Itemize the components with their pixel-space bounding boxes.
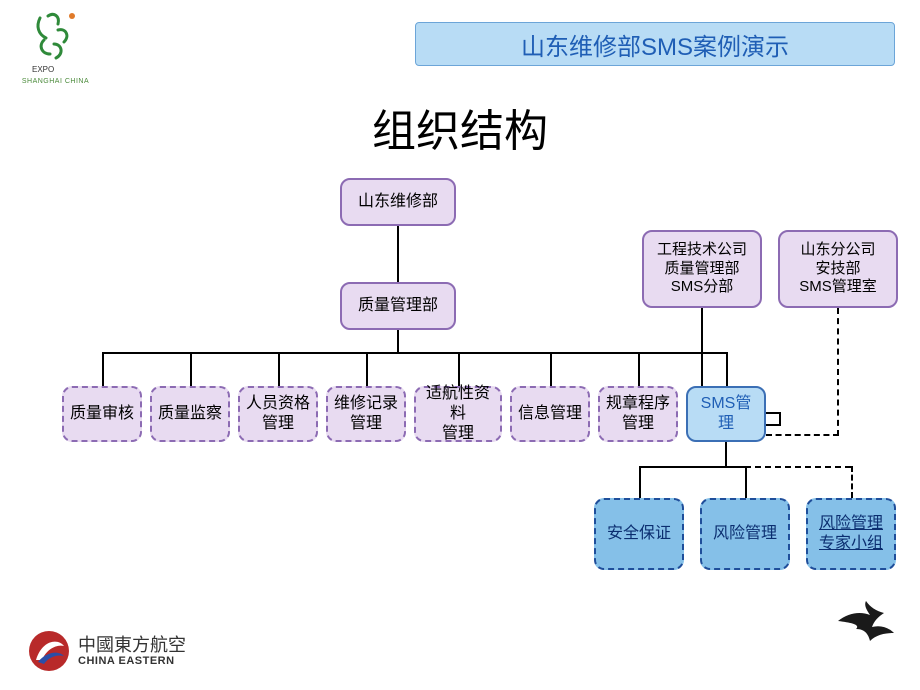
node-expert: 风险管理专家小组 xyxy=(806,498,896,570)
node-im: 信息管理 xyxy=(510,386,590,442)
node-qs: 质量监察 xyxy=(150,386,230,442)
connector-dashed xyxy=(745,466,851,468)
connector xyxy=(726,352,728,386)
connector xyxy=(639,466,641,498)
node-qmd: 质量管理部 xyxy=(340,282,456,330)
connector xyxy=(397,330,399,354)
connector-dashed xyxy=(851,466,853,498)
connector xyxy=(397,226,399,282)
node-risk: 风险管理 xyxy=(700,498,790,570)
connector xyxy=(725,442,727,468)
node-mrm: 维修记录管理 xyxy=(326,386,406,442)
footer-cn: 中國東方航空 xyxy=(78,636,186,654)
node-pqm: 人员资格管理 xyxy=(238,386,318,442)
china-eastern-icon xyxy=(28,630,70,672)
connector xyxy=(550,352,552,386)
connector xyxy=(278,352,280,386)
expo-caption: SHANGHAI CHINA xyxy=(18,78,93,85)
node-qa: 质量审核 xyxy=(62,386,142,442)
swallow-icon xyxy=(836,601,896,650)
page-title: 组织结构 xyxy=(0,95,920,159)
svg-text:EXPO: EXPO xyxy=(32,65,54,74)
node-tech: 工程技术公司质量管理部SMS分部 xyxy=(642,230,762,308)
banner: 山东维修部SMS案例演示 xyxy=(415,22,895,66)
connector xyxy=(766,424,781,426)
connector xyxy=(745,466,747,498)
connector xyxy=(458,352,460,386)
connector xyxy=(102,352,104,386)
connector xyxy=(638,352,640,386)
connector-dashed xyxy=(766,434,839,436)
node-safety: 安全保证 xyxy=(594,498,684,570)
node-branch: 山东分公司安技部SMS管理室 xyxy=(778,230,898,308)
node-rpm: 规章程序管理 xyxy=(598,386,678,442)
connector-dashed xyxy=(837,308,839,436)
node-root: 山东维修部 xyxy=(340,178,456,226)
connector xyxy=(639,466,745,468)
connector xyxy=(366,352,368,386)
footer-en: CHINA EASTERN xyxy=(78,656,186,667)
connector xyxy=(190,352,192,386)
footer-logo: 中國東方航空 CHINA EASTERN xyxy=(28,630,186,672)
connector xyxy=(102,352,726,354)
node-sms: SMS管理 xyxy=(686,386,766,442)
node-amm: 适航性资料管理 xyxy=(414,386,502,442)
expo-logo: EXPO SHANGHAI CHINA xyxy=(18,10,93,85)
expo-icon: EXPO xyxy=(28,10,84,76)
